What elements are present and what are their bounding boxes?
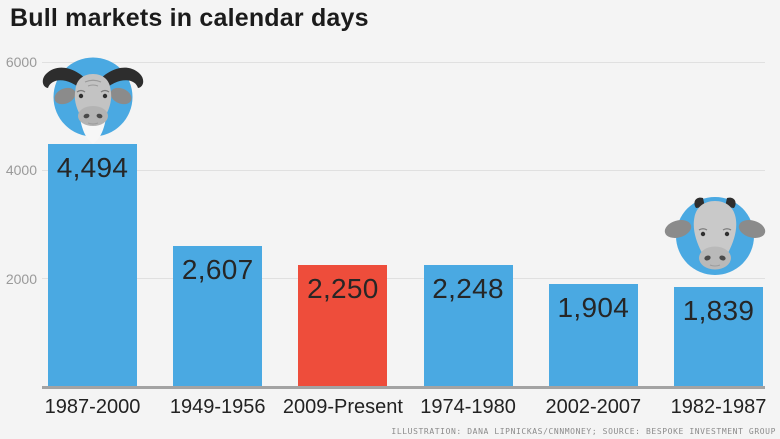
gridline [42, 169, 765, 171]
bar: 2,607 [173, 245, 263, 387]
x-axis-label: 2009-Present [282, 396, 403, 418]
x-axis-label: 2002-2007 [545, 396, 642, 418]
bar-value-label: 2,250 [307, 273, 379, 305]
gridline [42, 61, 765, 63]
y-tick-label: 4000 [5, 162, 37, 179]
chart-title: Bull markets in calendar days [10, 4, 369, 32]
y-tick-label: 2000 [5, 270, 37, 287]
bar: 1,904 [548, 283, 638, 387]
bar-highlighted: 2,250 [298, 265, 388, 387]
gridline [42, 278, 765, 280]
y-tick-label: 6000 [5, 54, 37, 70]
bar-value-label: 2,607 [181, 253, 254, 285]
x-axis-label: 1987-2000 [44, 396, 141, 418]
bar: 1,839 [674, 287, 763, 387]
bull-face-small-horns-icon [664, 197, 766, 275]
x-axis-line [42, 386, 765, 389]
x-axis-label: 1949-1956 [169, 396, 266, 418]
bull-head-big-horns-icon [42, 57, 144, 144]
bar-value-label: 2,248 [432, 273, 504, 305]
bar-value-label: 1,904 [557, 291, 630, 323]
x-axis-label: 1974-1980 [420, 396, 516, 418]
bar: 2,248 [423, 265, 513, 387]
bar-value-label: 4,494 [56, 151, 129, 183]
bar-value-label: 1,839 [682, 295, 755, 327]
bar: 4,494 [48, 143, 137, 387]
x-axis-label: 1982-1987 [670, 396, 767, 418]
source-credit: ILLUSTRATION: DANA LIPNICKAS/CNNMONEY; S… [391, 427, 776, 436]
